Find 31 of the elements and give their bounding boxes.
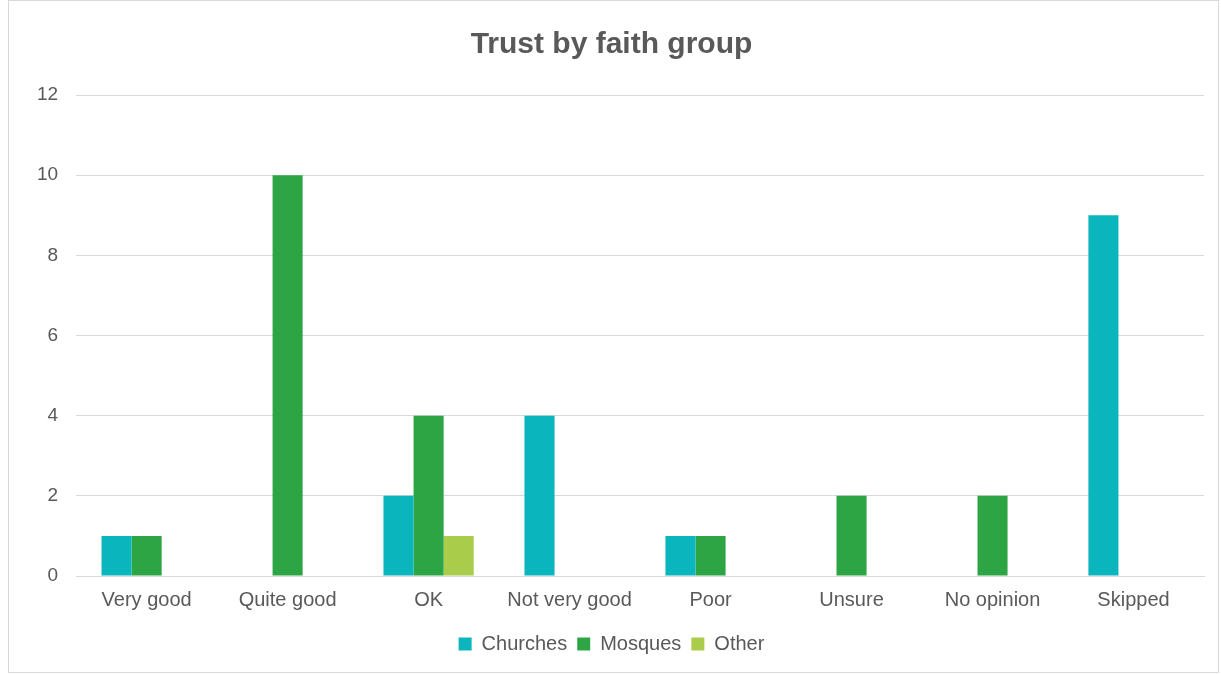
bar — [413, 415, 444, 576]
x-tick-label: Quite good — [238, 587, 337, 610]
y-tick-label: 0 — [47, 564, 59, 586]
bar — [443, 535, 474, 576]
y-tick-label: 2 — [47, 484, 59, 506]
y-tick-label: 12 — [36, 83, 59, 105]
legend-label: Churches — [481, 631, 568, 654]
bar — [131, 535, 162, 576]
y-tick-label: 10 — [36, 163, 59, 185]
x-tick-label: Not very good — [507, 587, 632, 610]
y-tick-label: 8 — [47, 243, 59, 265]
x-tick-label: Skipped — [1097, 587, 1170, 610]
bar — [977, 495, 1008, 576]
bar — [836, 495, 867, 576]
legend-label: Other — [714, 631, 765, 654]
x-tick-label: Unsure — [819, 587, 884, 610]
x-tick-label: OK — [414, 587, 444, 610]
bar — [695, 535, 726, 576]
bar — [272, 175, 303, 576]
bar — [1088, 215, 1119, 576]
bar — [101, 535, 132, 576]
bar — [383, 495, 414, 576]
legend-label: Mosques — [600, 631, 682, 654]
x-tick-label: No opinion — [944, 587, 1041, 610]
y-tick-label: 6 — [47, 323, 59, 345]
chart-title: Trust by faith group — [470, 26, 753, 60]
y-tick-label: 4 — [47, 403, 59, 425]
x-tick-label: Poor — [689, 587, 733, 610]
bar — [665, 535, 696, 576]
bar — [524, 415, 555, 576]
x-tick-label: Very good — [101, 587, 192, 610]
